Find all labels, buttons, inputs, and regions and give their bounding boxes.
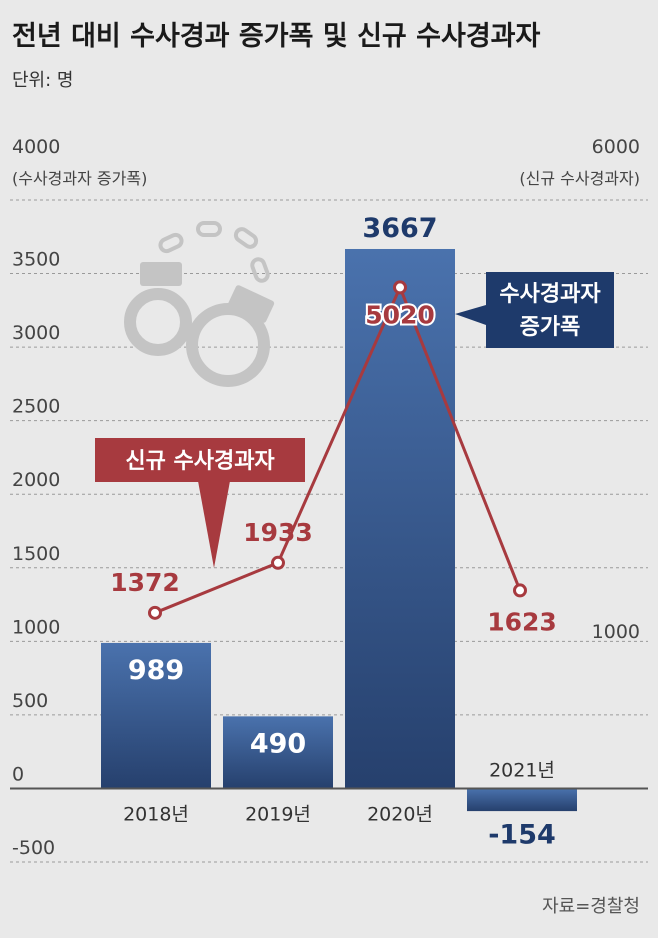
left-axis-title: (수사경과자 증가폭): [12, 169, 147, 188]
category-labels: 2018년 2019년 2020년 2021년: [123, 759, 555, 825]
bar-series-callout: 수사경과자 증가폭: [455, 272, 614, 348]
right-axis-title: (신규 수사경과자): [519, 169, 640, 188]
bar-value-label: 490: [250, 728, 306, 759]
left-axis-tick-3000: 3000: [12, 322, 60, 344]
chart-title: 전년 대비 수사경과 증가폭 및 신규 수사경과자: [12, 21, 541, 52]
line-series: [148, 280, 527, 620]
bar-value-label: -154: [488, 819, 556, 850]
left-axis-tick-2500: 2500: [12, 396, 60, 418]
line-point-2019년: [271, 555, 285, 570]
category-label: 2019년: [245, 803, 311, 825]
right-axis-max-label: 6000: [592, 136, 640, 158]
unit-label: 단위: 명: [12, 70, 73, 91]
bar-value-labels: 989 490 3667 -154: [128, 213, 556, 850]
line-series-callout: 신규 수사경과자: [95, 438, 305, 568]
left-axis-tick-1000: 1000: [12, 616, 60, 638]
line-point-2021년: [513, 583, 527, 598]
source-note: 자료=경찰청: [542, 896, 640, 917]
left-axis-tick--500: -500: [12, 837, 55, 859]
line-value-label: 1372: [110, 568, 180, 597]
line-value-label: 1933: [243, 518, 313, 547]
category-label: 2020년: [367, 803, 433, 825]
handcuffs-icon: [124, 221, 275, 387]
category-label: 2021년: [489, 759, 555, 781]
line-path: [154, 283, 522, 615]
line-value-label: 1623: [487, 607, 557, 636]
line-value-labels: 1372 1933 5020 1623: [110, 298, 557, 636]
right-axis-tick-1000: 1000: [592, 621, 640, 643]
line-point-2020년: [393, 280, 407, 295]
bar-callout-line-1: 수사경과자: [499, 282, 601, 307]
bar-series: [101, 248, 577, 812]
category-label: 2018년: [123, 803, 189, 825]
gridlines: [10, 199, 648, 863]
line-callout-label: 신규 수사경과자: [125, 449, 275, 474]
left-axis-max-label: 4000: [12, 136, 60, 158]
line-value-label: 5020: [365, 300, 435, 329]
line-point-2018년: [148, 605, 162, 620]
left-axis-tick-3500: 3500: [12, 249, 60, 271]
left-axis-tick-1500: 1500: [12, 543, 60, 565]
left-axis-ticks: 3500 3000 2500 2000 1500 1000 500 0 -500: [12, 249, 60, 859]
left-axis-tick-500: 500: [12, 690, 48, 712]
left-axis-tick-0: 0: [12, 763, 24, 785]
bar-2021년: [467, 788, 577, 812]
bar-2019년: [223, 716, 333, 789]
bar-2020년: [345, 248, 455, 789]
bar-2018년: [101, 642, 211, 789]
bar-value-label: 989: [128, 655, 184, 686]
bar-callout-line-2: 증가폭: [520, 315, 581, 340]
left-axis-tick-2000: 2000: [12, 469, 60, 491]
bar-value-label: 3667: [362, 213, 437, 244]
